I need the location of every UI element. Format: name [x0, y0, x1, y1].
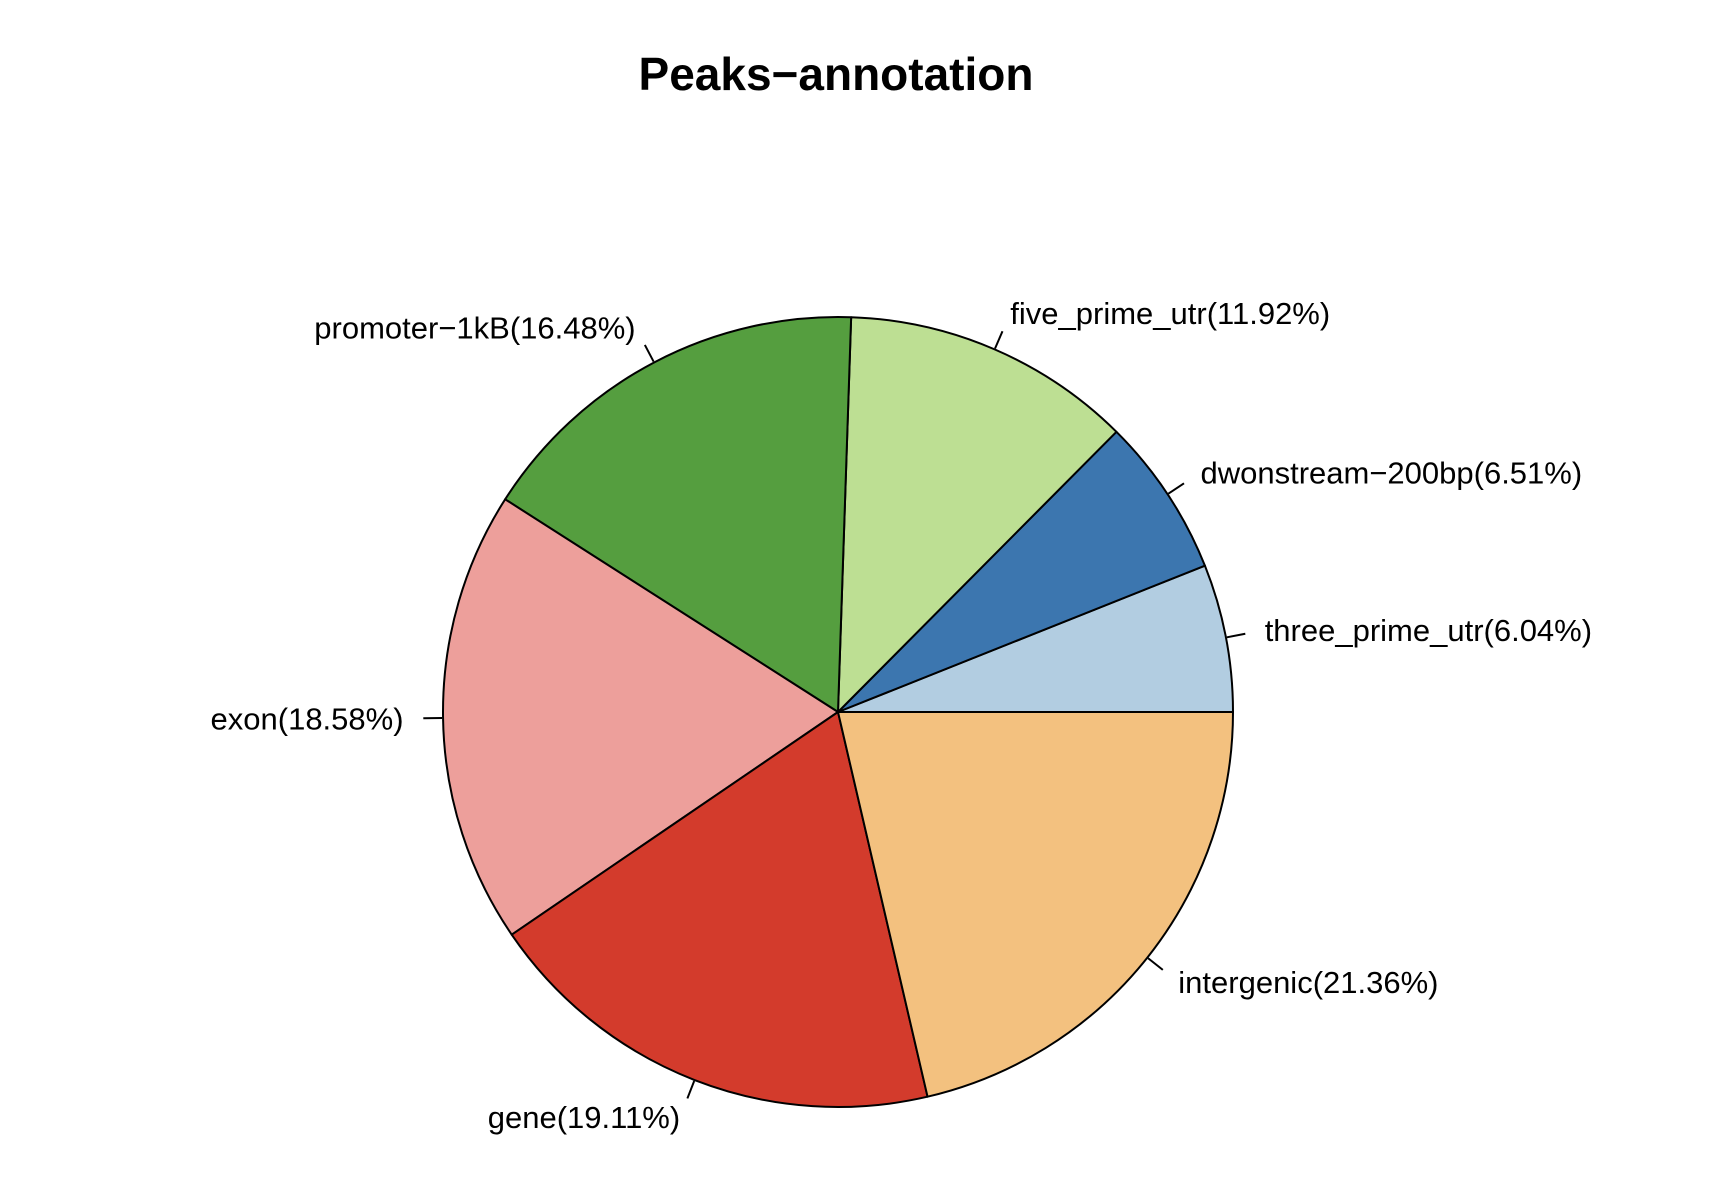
pie-slice-dwonstream-200bp: [837, 430, 1206, 713]
leader-line-intergenic: [1147, 957, 1164, 971]
leader-line-dwonstream-200bp: [1167, 482, 1185, 495]
slice-label-gene: gene(19.11%): [488, 1100, 680, 1135]
slice-label-dwonstream-200bp: dwonstream−200bp(6.51%): [1200, 455, 1582, 490]
pie-leader-lines: [423, 330, 1246, 1099]
pie-slice-exon: [442, 498, 839, 936]
chart-title: Peaks−annotation: [639, 48, 1034, 100]
leader-line-five-prime-utr: [994, 330, 1004, 349]
pie-slice-five-prime-utr: [837, 316, 1118, 713]
leader-line-promoter-1kb: [643, 344, 655, 363]
pie-slice-gene: [510, 711, 929, 1108]
leader-line-three-prime-utr: [1226, 632, 1246, 639]
leader-line-gene: [686, 1080, 696, 1099]
slice-label-five-prime-utr: five_prime_utr(11.92%): [1010, 296, 1330, 331]
slice-label-promoter-1kb: promoter−1kB(16.48%): [314, 310, 635, 345]
pie-slices: [442, 316, 1234, 1108]
slice-label-three-prime-utr: three_prime_utr(6.04%): [1265, 613, 1592, 648]
slice-label-intergenic: intergenic(21.36%): [1178, 965, 1438, 1000]
pie-slice-three-prime-utr: [837, 564, 1234, 713]
slice-label-exon: exon(18.58%): [211, 702, 404, 737]
pie-slice-intergenic: [837, 711, 1234, 1098]
pie-labels: three_prime_utr(6.04%) dwonstream−200bp(6…: [211, 296, 1593, 1135]
pie-slice-promoter-1kb: [504, 316, 853, 713]
